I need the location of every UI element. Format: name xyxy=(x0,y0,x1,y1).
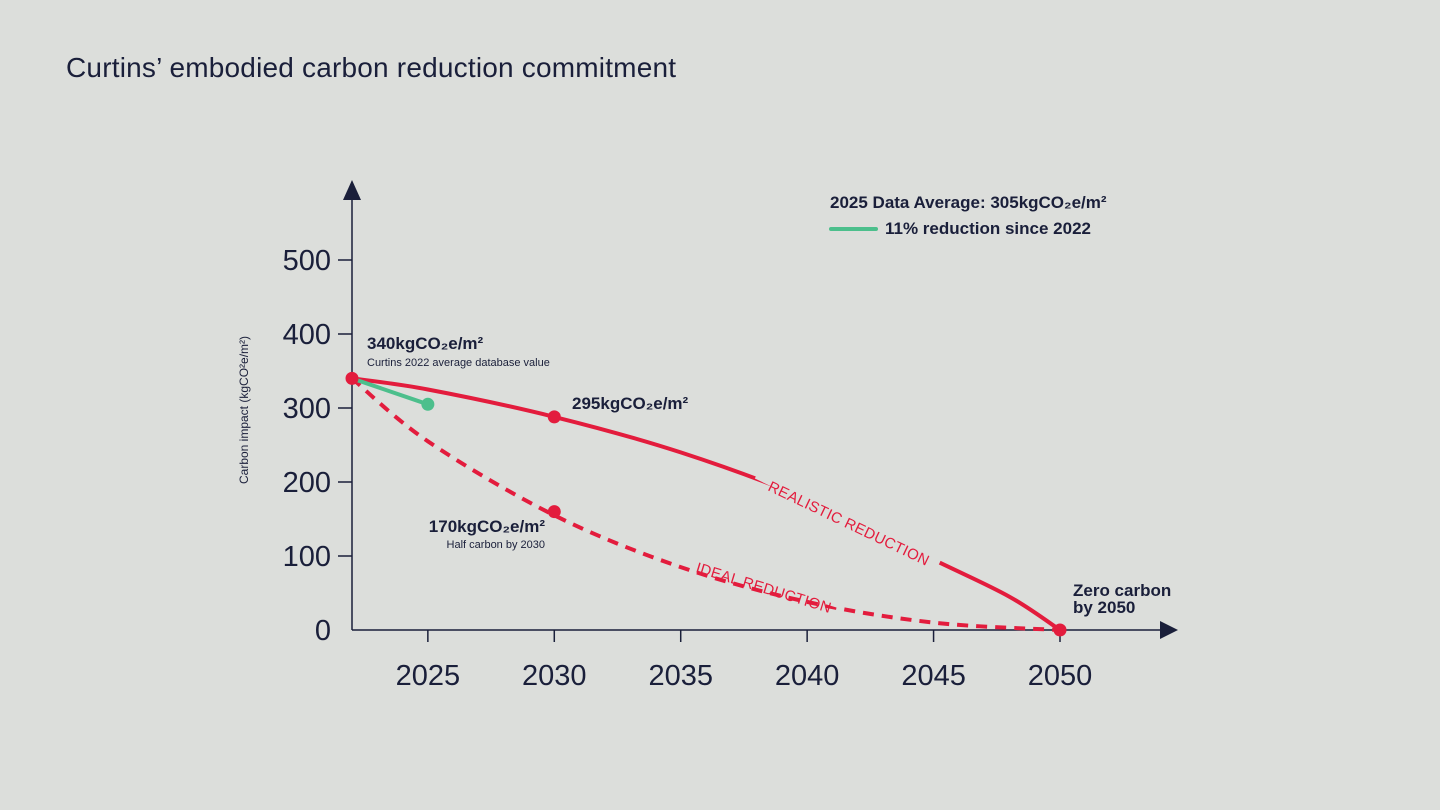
y-axis-arrow-icon xyxy=(343,180,361,200)
series-layer xyxy=(350,376,1062,632)
annotation-2022-value: 340kgCO₂e/m² xyxy=(367,334,484,353)
axes: 0 100 200 300 400 500 2025 2030 2035 2040 2045 2050 xyxy=(283,180,1178,692)
y-tick-label: 200 xyxy=(283,467,331,499)
annotation-2030-ideal: 170kgCO₂e/m² xyxy=(429,517,546,536)
data-point-p2030r xyxy=(547,410,561,424)
annotation-2050-line1: Zero carbon xyxy=(1073,581,1171,600)
ideal-label-gap xyxy=(686,552,844,609)
ideal-reduction-label: IDEAL REDUCTION xyxy=(694,560,833,617)
x-tick-label: 2035 xyxy=(648,660,713,692)
y-tick-label: 300 xyxy=(283,393,331,425)
x-tick-label: 2050 xyxy=(1028,660,1093,692)
realistic-label-gap xyxy=(754,469,943,567)
realistic-reduction-line xyxy=(351,376,1062,632)
page-title: Curtins’ embodied carbon reduction commi… xyxy=(66,52,677,83)
x-axis-arrow-icon xyxy=(1160,621,1178,639)
annotation-2022-note: Curtins 2022 average database value xyxy=(367,357,550,369)
data-point-p2030i xyxy=(547,505,561,519)
y-tick-label: 0 xyxy=(315,615,331,647)
data-point-p2025 xyxy=(421,397,435,411)
y-axis-label: Carbon impact (kgCO²e/m²) xyxy=(237,336,251,484)
annotation-2050-line2: by 2050 xyxy=(1073,598,1135,617)
x-tick-label: 2025 xyxy=(396,660,461,692)
ideal-reduction-line xyxy=(350,376,1061,632)
data-point-p2050 xyxy=(1053,623,1067,637)
data-point-p2022 xyxy=(345,371,359,385)
y-tick-label: 400 xyxy=(283,319,331,351)
x-tick-label: 2030 xyxy=(522,660,587,692)
y-tick-label: 100 xyxy=(283,541,331,573)
annotation-2030-realistic: 295kgCO₂e/m² xyxy=(572,394,689,413)
legend-entry: 11% reduction since 2022 xyxy=(885,219,1091,238)
legend: 2025 Data Average: 305kgCO₂e/m² 11% redu… xyxy=(829,193,1107,238)
legend-heading: 2025 Data Average: 305kgCO₂e/m² xyxy=(830,193,1107,212)
y-tick-label: 500 xyxy=(283,245,331,277)
x-tick-label: 2040 xyxy=(775,660,840,692)
x-tick-label: 2045 xyxy=(901,660,966,692)
points-layer xyxy=(345,371,1067,637)
annotation-2030-ideal-note: Half carbon by 2030 xyxy=(447,539,545,551)
